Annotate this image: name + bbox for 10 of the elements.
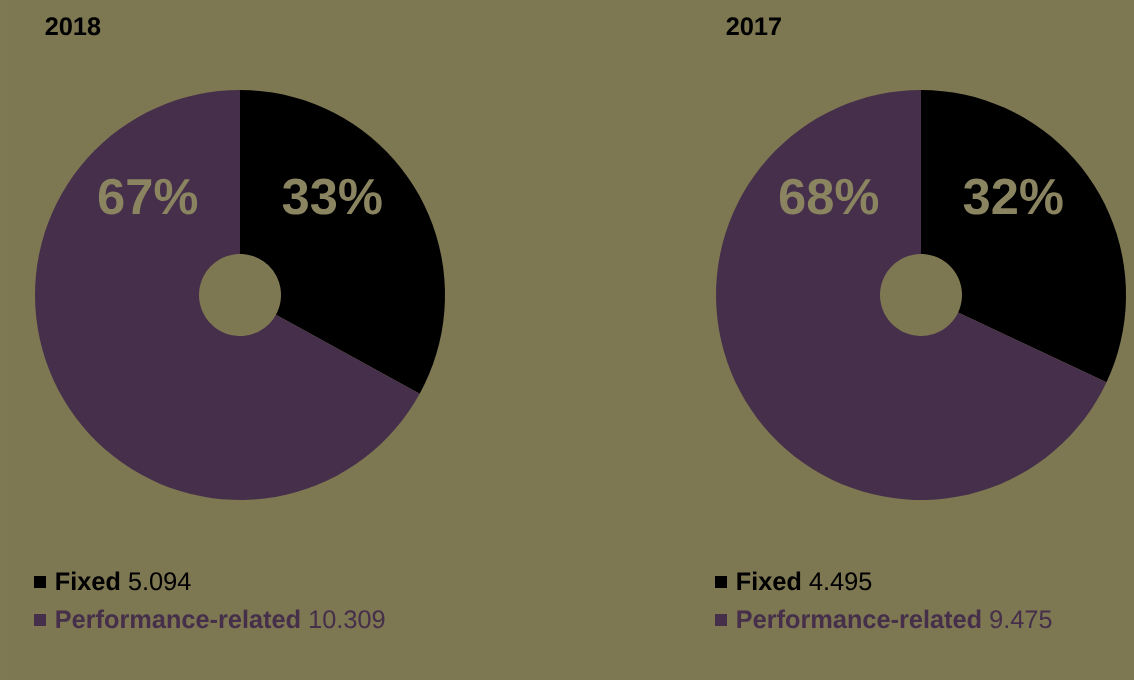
legend-label: Performance-related 9.475 [737,609,1052,629]
chart-title: 2018 [45,17,101,36]
chart-title: 2017 [726,17,781,36]
legend-label: Performance-related 10.309 [56,609,385,629]
legend-label: Fixed 5.094 [56,571,191,591]
data-label: 33% [282,178,382,215]
legend-label: Fixed 4.495 [737,571,872,591]
data-label: 68% [779,178,879,215]
data-label: 67% [98,178,198,215]
data-label: 32% [963,178,1063,215]
